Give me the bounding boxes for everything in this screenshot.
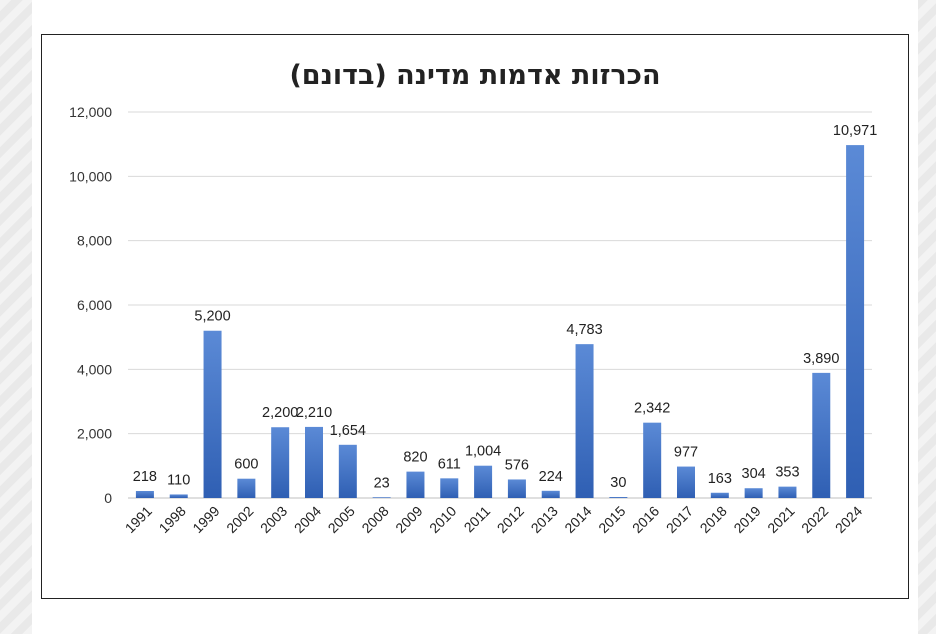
bar [507, 479, 526, 498]
x-tick-label: 2011 [461, 503, 494, 536]
y-tick-label: 6,000 [77, 297, 112, 313]
x-tick-label: 2004 [291, 503, 324, 536]
x-tick-label: 2016 [629, 503, 662, 536]
bar [846, 145, 865, 499]
data-label: 163 [708, 471, 732, 487]
x-tick-label: 2005 [325, 503, 358, 536]
bar [237, 478, 256, 498]
x-tick-label: 2002 [223, 503, 256, 536]
data-label: 2,210 [296, 405, 332, 421]
bar [812, 372, 831, 498]
x-tick-label: 2015 [595, 503, 628, 536]
bar [744, 488, 763, 498]
data-label: 23 [374, 475, 390, 491]
bar [305, 426, 323, 498]
chart-title: הכרזות אדמות מדינה (בדונם) [289, 60, 660, 91]
y-tick-label: 2,000 [77, 426, 112, 442]
bar [135, 490, 154, 498]
bar [778, 486, 797, 498]
x-tick-label: 2021 [764, 503, 797, 536]
x-tick-label: 2017 [663, 503, 696, 536]
bar [203, 330, 222, 498]
x-tick-label: 2022 [798, 503, 831, 536]
x-tick-label: 1999 [189, 503, 222, 536]
chart-frame [41, 34, 909, 599]
data-label: 353 [775, 465, 799, 481]
data-label: 1,654 [330, 423, 366, 439]
data-label: 2,342 [634, 401, 670, 417]
bar [169, 494, 188, 498]
bar [440, 478, 459, 498]
data-label: 600 [234, 457, 258, 473]
data-label: 2,200 [262, 405, 298, 421]
x-tick-label: 2010 [426, 503, 459, 536]
y-tick-label: 4,000 [77, 361, 112, 377]
x-tick-label: 2024 [832, 503, 865, 536]
y-tick-label: 12,000 [69, 104, 112, 120]
data-label: 10,971 [833, 123, 877, 139]
x-tick-label: 2008 [358, 503, 391, 536]
y-tick-label: 0 [104, 490, 112, 506]
bar [643, 422, 662, 498]
bar [372, 497, 391, 498]
bar [710, 492, 729, 498]
data-label: 4,783 [566, 322, 602, 338]
bar [575, 344, 594, 498]
data-label: 977 [674, 445, 698, 461]
data-label: 1,004 [465, 444, 501, 460]
x-tick-label: 2014 [561, 503, 594, 536]
bar [541, 490, 560, 498]
y-tick-label: 10,000 [69, 168, 112, 184]
bar [609, 497, 628, 498]
data-label: 218 [133, 469, 157, 485]
x-tick-label: 2012 [494, 503, 527, 536]
data-label: 5,200 [194, 309, 230, 325]
bar [406, 471, 425, 498]
x-tick-label: 1991 [122, 503, 155, 536]
data-label: 224 [539, 469, 563, 485]
x-tick-label: 2018 [697, 503, 730, 536]
x-tick-label: 2003 [257, 503, 290, 536]
bar [677, 466, 695, 498]
y-tick-label: 8,000 [77, 233, 112, 249]
data-label: 820 [403, 450, 427, 466]
x-tick-label: 1998 [156, 503, 189, 536]
x-tick-label: 2019 [730, 503, 763, 536]
bar [271, 427, 290, 498]
x-tick-label: 2009 [392, 503, 425, 536]
data-label: 304 [742, 466, 766, 482]
x-tick-label: 2013 [528, 503, 561, 536]
data-label: 30 [610, 475, 626, 491]
data-label: 576 [505, 457, 529, 473]
data-label: 110 [167, 472, 190, 488]
bar [474, 465, 493, 498]
data-label: 611 [438, 456, 461, 472]
bar [338, 444, 357, 498]
data-label: 3,890 [803, 351, 839, 367]
